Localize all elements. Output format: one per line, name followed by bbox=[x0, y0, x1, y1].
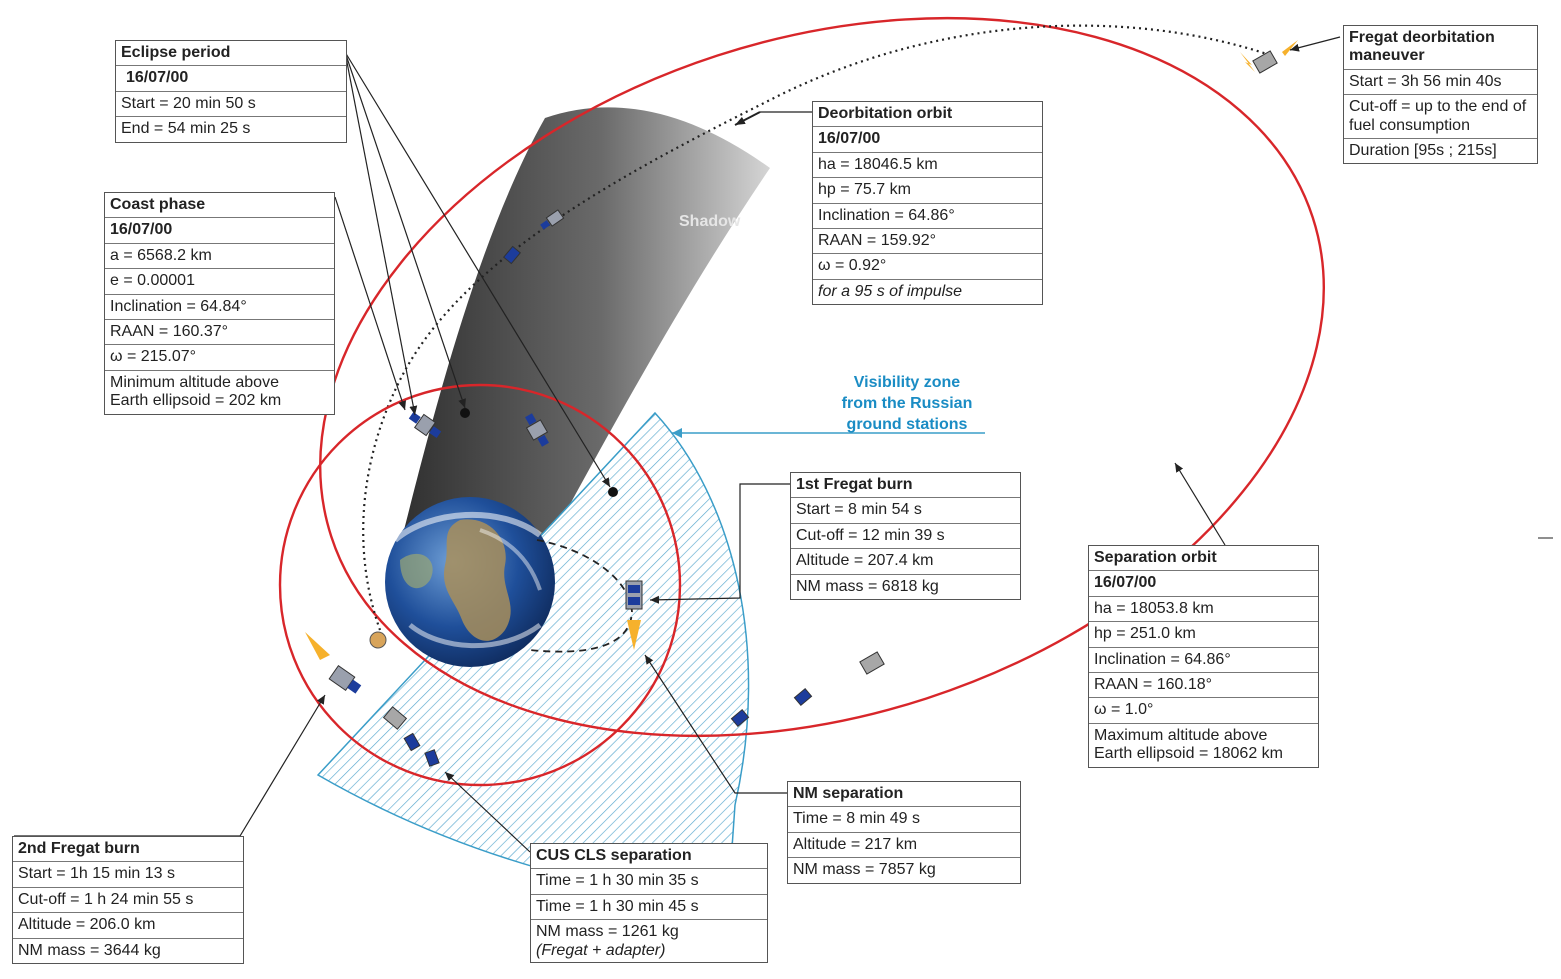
box-title: Coast phase bbox=[105, 193, 334, 218]
box-row: Altitude = 217 km bbox=[788, 833, 1020, 858]
box-row: Time = 1 h 30 min 45 s bbox=[531, 895, 767, 920]
box-row: NM mass = 1261 kg bbox=[536, 923, 762, 941]
box-title: CUS CLS separation bbox=[531, 844, 767, 869]
leader-line bbox=[1290, 37, 1340, 50]
box-row: hp = 75.7 km bbox=[813, 178, 1042, 203]
box-date: 16/07/00 bbox=[105, 218, 334, 243]
box-note: for a 95 s of impulse bbox=[813, 280, 1042, 304]
eclipse-start-point bbox=[460, 408, 470, 418]
box-row: Time = 8 min 49 s bbox=[788, 807, 1020, 832]
leader-line bbox=[1175, 463, 1225, 545]
box-row: RAAN = 160.18° bbox=[1089, 673, 1318, 698]
box-title: Deorbitation orbit bbox=[813, 102, 1042, 127]
box-row: Cut-off = 12 min 39 s bbox=[791, 524, 1020, 549]
box-row: Inclination = 64.84° bbox=[105, 295, 334, 320]
box-row: End = 54 min 25 s bbox=[116, 117, 346, 141]
first-fregat-burn-box: 1st Fregat burn Start = 8 min 54 s Cut-o… bbox=[790, 472, 1021, 600]
box-title: Fregat deorbitation maneuver bbox=[1344, 26, 1537, 70]
box-date: 16/07/00 bbox=[1089, 571, 1318, 596]
box-row: a = 6568.2 km bbox=[105, 244, 334, 269]
box-row: Cut-off = up to the end of fuel consumpt… bbox=[1344, 95, 1537, 139]
box-row: Inclination = 64.86° bbox=[1089, 648, 1318, 673]
separation-orbit-box: Separation orbit 16/07/00 ha = 18053.8 k… bbox=[1088, 545, 1319, 768]
coast-phase-box: Coast phase 16/07/00 a = 6568.2 km e = 0… bbox=[104, 192, 335, 415]
leader-line bbox=[335, 197, 405, 410]
box-row: Inclination = 64.86° bbox=[813, 204, 1042, 229]
visibility-label-line: from the Russian bbox=[822, 393, 992, 414]
box-row: Duration [95s ; 215s] bbox=[1344, 139, 1537, 163]
box-row: NM mass = 6818 kg bbox=[791, 575, 1020, 599]
box-row: NM mass = 7857 kg bbox=[788, 858, 1020, 882]
box-row-mass: NM mass = 1261 kg (Fregat + adapter) bbox=[531, 920, 767, 962]
box-date: 16/07/00 bbox=[813, 127, 1042, 152]
visibility-zone-label: Visibility zone from the Russian ground … bbox=[822, 372, 992, 435]
box-row: ω = 215.07° bbox=[105, 345, 334, 370]
box-row: hp = 251.0 km bbox=[1089, 622, 1318, 647]
leader-line bbox=[345, 52, 415, 415]
leader-line bbox=[14, 695, 325, 836]
box-row: Start = 8 min 54 s bbox=[791, 498, 1020, 523]
box-row: Start = 1h 15 min 13 s bbox=[13, 862, 243, 887]
visibility-label-line: Visibility zone bbox=[822, 372, 992, 393]
box-row: Cut-off = 1 h 24 min 55 s bbox=[13, 888, 243, 913]
eclipse-end-point bbox=[608, 487, 618, 497]
second-fregat-burn-box: 2nd Fregat burn Start = 1h 15 min 13 s C… bbox=[12, 836, 244, 964]
eclipse-period-box: Eclipse period 16/07/00 Start = 20 min 5… bbox=[115, 40, 347, 143]
cus-cls-separation-box: CUS CLS separation Time = 1 h 30 min 35 … bbox=[530, 843, 768, 963]
box-title: NM separation bbox=[788, 782, 1020, 807]
box-note: Minimum altitude above Earth ellipsoid =… bbox=[105, 371, 305, 414]
shadow-label: Shadow bbox=[679, 213, 740, 231]
box-row: Altitude = 206.0 km bbox=[13, 913, 243, 938]
spacecraft-icon bbox=[1253, 51, 1277, 73]
box-title: Eclipse period bbox=[116, 41, 346, 66]
spacecraft-icon bbox=[626, 581, 642, 609]
box-row: RAAN = 160.37° bbox=[105, 320, 334, 345]
box-row: NM mass = 3644 kg bbox=[13, 939, 243, 963]
thruster-flame-icon bbox=[305, 632, 330, 660]
box-row: RAAN = 159.92° bbox=[813, 229, 1042, 254]
box-date: 16/07/00 bbox=[116, 66, 346, 91]
box-title: 2nd Fregat burn bbox=[13, 837, 243, 862]
box-row: e = 0.00001 bbox=[105, 269, 334, 294]
box-row: Start = 20 min 50 s bbox=[116, 92, 346, 117]
visibility-label-line: ground stations bbox=[822, 414, 992, 435]
spacecraft-icon bbox=[329, 666, 363, 696]
deorbit-direction-arrow bbox=[735, 112, 760, 125]
box-row: Start = 3h 56 min 40s bbox=[1344, 70, 1537, 95]
spacecraft-icon bbox=[860, 652, 884, 674]
spacecraft-icon bbox=[370, 632, 386, 648]
box-row: Time = 1 h 30 min 35 s bbox=[531, 869, 767, 894]
box-note: Maximum altitude above Earth ellipsoid =… bbox=[1089, 724, 1299, 767]
box-row: ω = 1.0° bbox=[1089, 698, 1318, 723]
box-title: 1st Fregat burn bbox=[791, 473, 1020, 498]
spacecraft-icon bbox=[794, 689, 811, 706]
deorbitation-orbit-box: Deorbitation orbit 16/07/00 ha = 18046.5… bbox=[812, 101, 1043, 305]
box-note: (Fregat + adapter) bbox=[536, 942, 762, 960]
leader-line bbox=[345, 52, 465, 408]
nm-separation-box: NM separation Time = 8 min 49 s Altitude… bbox=[787, 781, 1021, 884]
box-row: Altitude = 207.4 km bbox=[791, 549, 1020, 574]
earth-globe bbox=[385, 497, 555, 667]
fregat-deorbitation-box: Fregat deorbitation maneuver Start = 3h … bbox=[1343, 25, 1538, 164]
box-row: ω = 0.92° bbox=[813, 254, 1042, 279]
box-row: ha = 18053.8 km bbox=[1089, 597, 1318, 622]
box-row: ha = 18046.5 km bbox=[813, 153, 1042, 178]
box-title: Separation orbit bbox=[1089, 546, 1318, 571]
